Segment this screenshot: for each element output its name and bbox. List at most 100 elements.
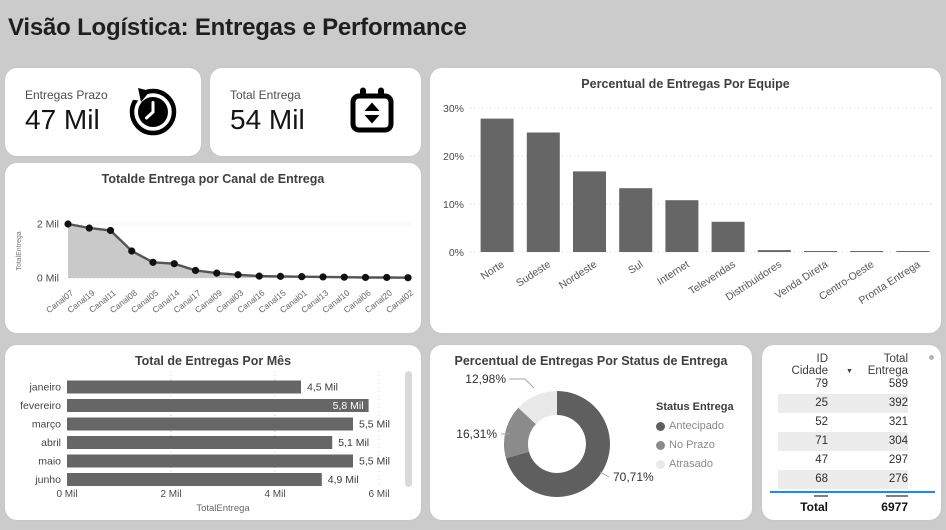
donut-chart-card-status: Percentual de Entregas Por Status de Ent… <box>430 345 752 520</box>
clipped-row-fragment <box>814 495 828 497</box>
hbar-chart-card-mes: Total de Entregas Por Mês janeiro 4,5 Mil… <box>5 345 421 520</box>
table-scroll-divider <box>770 491 935 493</box>
x-tick-label: 2 Mil <box>160 489 181 500</box>
y-category-label: março <box>32 419 61 431</box>
bar-Internet[interactable] <box>665 200 699 252</box>
table-scrollbar-thumb[interactable] <box>929 355 934 360</box>
bar-abril[interactable] <box>67 436 333 449</box>
table-total-row: Total 6977 <box>778 497 908 517</box>
chart-title: Totalde Entrega por Canal de Entrega <box>101 172 325 186</box>
donut-legend: Status Entrega Antecipado No Prazo Atrasado <box>656 401 734 470</box>
callout-line <box>509 378 535 389</box>
legend-bullet-icon <box>656 440 665 450</box>
bar-Venda Direta[interactable] <box>804 251 837 252</box>
legend-item-Atrasado[interactable]: Atrasado <box>656 458 734 470</box>
bar-Distribuidores[interactable] <box>757 250 791 252</box>
bar-maio[interactable] <box>67 454 353 468</box>
donut-slice-Antecipado[interactable] <box>505 391 610 497</box>
legend-item-Antecipado[interactable]: Antecipado <box>656 420 734 432</box>
data-point-Canal03[interactable] <box>234 271 242 279</box>
cell-id-cidade: 52 <box>815 416 828 428</box>
y-axis-title: TotalEntrega <box>16 231 23 270</box>
bar-Centro-Oeste[interactable] <box>850 251 884 252</box>
donut-slice-Atrasado[interactable] <box>518 391 557 425</box>
x-tick-label: 4 Mil <box>264 489 285 500</box>
data-point-Canal17[interactable] <box>191 266 200 275</box>
x-tick-label: Internet <box>655 258 691 288</box>
bar-value-label: 4,9 Mil <box>328 474 359 486</box>
total-value: 6977 <box>881 500 908 514</box>
legend-bullet-icon <box>656 421 665 431</box>
data-point-Canal07[interactable] <box>64 220 72 228</box>
calendar-sort-icon <box>345 86 399 138</box>
bar-Sul[interactable] <box>619 188 653 252</box>
cell-total-entrega: 297 <box>888 454 908 466</box>
data-point-Canal01[interactable] <box>298 273 306 281</box>
bar-março[interactable] <box>67 417 353 431</box>
data-point-Canal05[interactable] <box>149 258 157 266</box>
bar-junho[interactable] <box>67 473 322 486</box>
table-row[interactable]: 52 321 <box>778 413 908 432</box>
slice-label-atrasado: 12,98% <box>465 372 506 386</box>
table-row[interactable]: 79 589 <box>778 375 908 394</box>
hbar-chart-mes: janeiro 4,5 Mil fevereiro 5,8 Mil março 5,5 M… <box>20 371 412 514</box>
data-point-Canal02[interactable] <box>404 274 412 282</box>
table-row[interactable]: 71 304 <box>778 432 908 451</box>
kpi-value: 54 Mil <box>230 104 305 135</box>
donut-chart-status: 70,71% 16,31% 12,98% <box>456 372 654 497</box>
table-row[interactable]: 47 297 <box>778 451 908 470</box>
total-label: Total <box>800 500 828 514</box>
data-point-Canal14[interactable] <box>170 260 178 268</box>
column-header-id-cidade[interactable]: ID Cidade <box>791 353 828 377</box>
scrollbar-thumb[interactable] <box>405 371 412 487</box>
data-point-Canal08[interactable] <box>128 247 136 255</box>
bar-Sudeste[interactable] <box>526 132 560 253</box>
data-point-Canal13[interactable] <box>319 273 327 281</box>
data-point-Canal09[interactable] <box>213 269 221 277</box>
data-point-Canal11[interactable] <box>106 226 115 235</box>
bar-value-label: 4,5 Mil <box>307 382 338 394</box>
bar-Televendas[interactable] <box>711 221 745 252</box>
data-point-Canal16[interactable] <box>255 272 263 280</box>
legend-label: No Prazo <box>669 439 715 451</box>
data-point-Canal15[interactable] <box>276 272 285 280</box>
bar-Nordeste[interactable] <box>573 171 606 252</box>
y-category-label: maio <box>38 456 61 468</box>
bar-value-label: 5,5 Mil <box>359 419 390 431</box>
table-row[interactable]: 68 276 <box>778 470 908 489</box>
page-title: Visão Logística: Entregas e Performance <box>8 14 467 41</box>
y-category-label: janeiro <box>28 382 61 394</box>
data-point-Canal10[interactable] <box>340 273 348 281</box>
bar-janeiro[interactable] <box>67 380 301 394</box>
bar-fevereiro[interactable] <box>67 399 369 412</box>
kpi-label: Entregas Prazo <box>25 88 108 102</box>
x-tick-label: Sul <box>626 258 645 276</box>
table-row[interactable]: 25 392 <box>778 394 908 413</box>
kpi-value: 47 Mil <box>25 104 100 135</box>
kpi-text: Total Entrega 54 Mil <box>230 88 305 136</box>
bar-Norte[interactable] <box>480 118 514 252</box>
data-point-Canal06[interactable] <box>361 273 370 282</box>
table-header: ID Cidade Total Entrega <box>778 353 908 377</box>
bar-value-label: 5,1 Mil <box>338 437 369 449</box>
clipped-row-fragment <box>886 495 908 497</box>
data-point-Canal19[interactable] <box>85 224 93 232</box>
cell-total-entrega: 276 <box>888 473 908 485</box>
donut-slice-No Prazo[interactable] <box>503 407 536 459</box>
chart-title: Percentual de Entregas Por Equipe <box>581 77 790 91</box>
y-tick-label: 0 Mil <box>37 273 59 285</box>
chart-title: Total de Entregas Por Mês <box>134 354 292 368</box>
slice-label-no-prazo: 16,31% <box>456 427 497 441</box>
sort-descending-icon[interactable]: ▼ <box>846 368 853 375</box>
x-tick-label: 0 Mil <box>56 489 77 500</box>
history-clock-icon <box>127 86 179 138</box>
kpi-label: Total Entrega <box>230 88 301 102</box>
table-body: 79 589 25 392 52 321 71 304 47 297 68 276 <box>778 375 908 489</box>
data-point-Canal20[interactable] <box>383 273 391 282</box>
column-header-total-entrega[interactable]: Total Entrega <box>867 353 908 377</box>
bar-Pronta Entrega[interactable] <box>896 251 930 252</box>
cell-id-cidade: 68 <box>815 473 828 485</box>
legend-item-No Prazo[interactable]: No Prazo <box>656 439 734 451</box>
callout-line <box>599 471 610 478</box>
cell-total-entrega: 304 <box>888 435 908 447</box>
